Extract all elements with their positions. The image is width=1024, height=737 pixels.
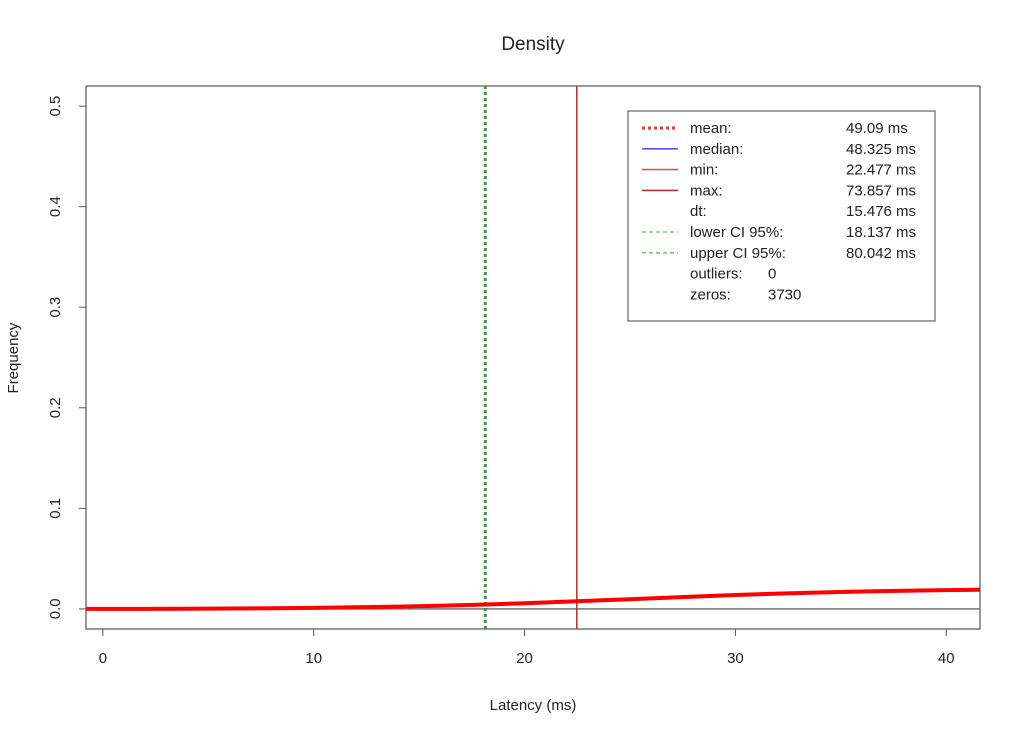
- chart-title: Density: [501, 34, 565, 55]
- plot-frame: [85, 85, 981, 630]
- legend-label: min:: [690, 162, 718, 179]
- legend-value: 22.477 ms: [846, 162, 916, 179]
- x-tick-label: 40: [938, 650, 955, 667]
- legend-label: median:: [690, 141, 743, 158]
- x-axis-label: Latency (ms): [490, 697, 577, 714]
- legend-value: 0: [768, 266, 776, 283]
- legend-value: 3730: [768, 286, 801, 303]
- y-tick-label: 0.0: [47, 598, 64, 619]
- x-tick-label: 20: [516, 650, 533, 667]
- legend-label: zeros:: [690, 286, 731, 303]
- x-tick-label: 0: [99, 650, 107, 667]
- legend-value: 15.476 ms: [846, 203, 916, 220]
- x-tick-label: 30: [727, 650, 744, 667]
- legend-label: max:: [690, 182, 723, 199]
- y-tick-label: 0.1: [47, 498, 64, 519]
- legend-value: 49.09 ms: [846, 120, 908, 137]
- lines-group: [86, 86, 981, 629]
- legend-label: lower CI 95%:: [690, 224, 783, 241]
- y-tick-label: 0.5: [47, 96, 64, 117]
- y-axis-label: Frequency: [5, 322, 22, 393]
- legend-value: 73.857 ms: [846, 182, 916, 199]
- legend-box: [627, 110, 936, 322]
- x-tick-label: 10: [305, 650, 322, 667]
- axes-group: 0 10 20 30 40 0.0 0.1 0.2 0.3 0.4 0.5: [47, 96, 955, 667]
- legend-value: 48.325 ms: [846, 141, 916, 158]
- legend: mean: 49.09 ms median: 48.325 ms min: 22.477 …: [627, 110, 936, 322]
- y-tick-label: 0.3: [47, 297, 64, 318]
- legend-value: 80.042 ms: [846, 245, 916, 262]
- legend-label: dt:: [690, 203, 707, 220]
- legend-value: 18.137 ms: [846, 224, 916, 241]
- density-curve: [86, 587, 981, 611]
- legend-label: mean:: [690, 120, 732, 137]
- legend-label: upper CI 95%:: [690, 245, 786, 262]
- y-tick-label: 0.4: [47, 196, 64, 217]
- y-tick-label: 0.2: [47, 397, 64, 418]
- legend-label: outliers:: [690, 266, 743, 283]
